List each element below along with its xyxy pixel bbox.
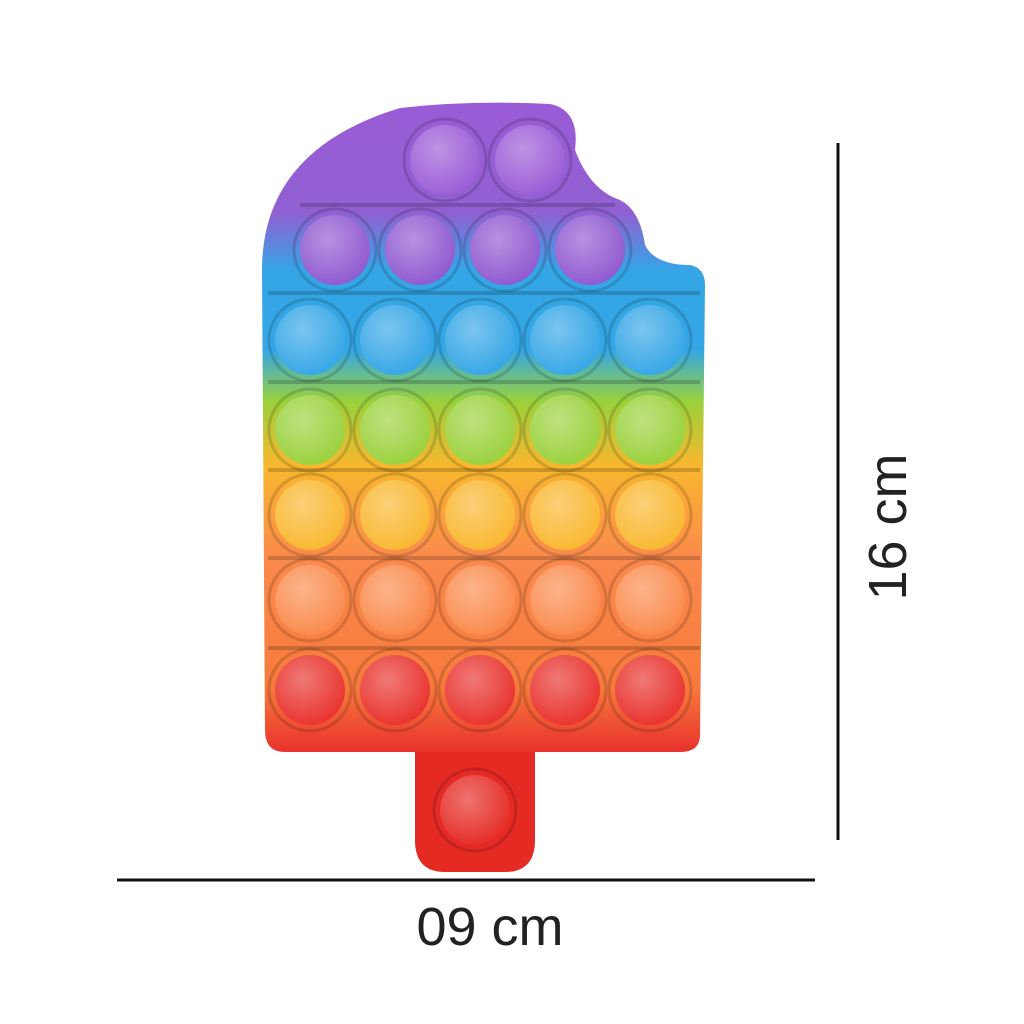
bubble-ring	[432, 767, 518, 853]
bubble-highlight	[615, 305, 685, 375]
bubble-highlight	[470, 215, 540, 285]
bubble-highlight	[275, 395, 345, 465]
row-ridges	[268, 203, 700, 650]
bubble-highlight	[275, 305, 345, 375]
bubble-highlight	[445, 655, 515, 725]
bubble-highlight	[360, 565, 430, 635]
bubble-ring	[267, 647, 353, 733]
bubble-highlight	[360, 480, 430, 550]
bubble-ring	[267, 297, 353, 383]
bubble-ring	[522, 557, 608, 643]
bubble-ring	[402, 117, 488, 203]
bubble-highlight	[530, 480, 600, 550]
bubble-ring	[522, 472, 608, 558]
bubble-highlight	[615, 480, 685, 550]
bubble-ring	[522, 647, 608, 733]
bubble-ring	[607, 387, 693, 473]
bubble-ring	[437, 472, 523, 558]
bubble-highlight	[445, 305, 515, 375]
bubble-highlight	[530, 395, 600, 465]
bubble-highlight	[530, 565, 600, 635]
bubble-ring	[292, 207, 378, 293]
bubble-ring	[607, 472, 693, 558]
bubble-highlight	[615, 395, 685, 465]
bubble-ring	[522, 387, 608, 473]
bubble-ring	[607, 557, 693, 643]
bubble-ring	[352, 557, 438, 643]
bubble-ring	[437, 647, 523, 733]
bubble-highlight	[360, 655, 430, 725]
bubble-highlight	[360, 395, 430, 465]
bubble-ring	[377, 207, 463, 293]
bubble-ring	[352, 297, 438, 383]
bubble-ring	[437, 557, 523, 643]
bubble-highlight	[360, 305, 430, 375]
bubble-ring	[267, 472, 353, 558]
bubble-ring	[352, 387, 438, 473]
height-label: 16 cm	[858, 453, 918, 601]
bubble-ring	[522, 297, 608, 383]
bubble-ring	[437, 387, 523, 473]
bubbles	[267, 117, 693, 853]
bubble-ring	[607, 647, 693, 733]
width-label: 09 cm	[416, 897, 564, 957]
bubble-highlight	[410, 125, 480, 195]
bubble-ring	[352, 472, 438, 558]
bubble-highlight	[275, 655, 345, 725]
bubble-ring	[437, 297, 523, 383]
bubble-ring	[607, 297, 693, 383]
bubble-highlight	[530, 655, 600, 725]
bubble-highlight	[445, 565, 515, 635]
bubble-highlight	[275, 565, 345, 635]
bubble-highlight	[440, 775, 510, 845]
bubble-ring	[487, 117, 573, 203]
bubble-highlight	[385, 215, 455, 285]
bubble-highlight	[445, 395, 515, 465]
bubble-ring	[462, 207, 548, 293]
bubble-ring	[267, 557, 353, 643]
bubble-highlight	[300, 215, 370, 285]
bubble-ring	[352, 647, 438, 733]
bubble-highlight	[530, 305, 600, 375]
bubble-highlight	[615, 655, 685, 725]
bubble-highlight	[615, 565, 685, 635]
bubble-ring	[267, 387, 353, 473]
bubble-highlight	[275, 480, 345, 550]
bubble-highlight	[555, 215, 625, 285]
bubble-highlight	[495, 125, 565, 195]
bubble-highlight	[445, 480, 515, 550]
bubble-ring	[547, 207, 633, 293]
